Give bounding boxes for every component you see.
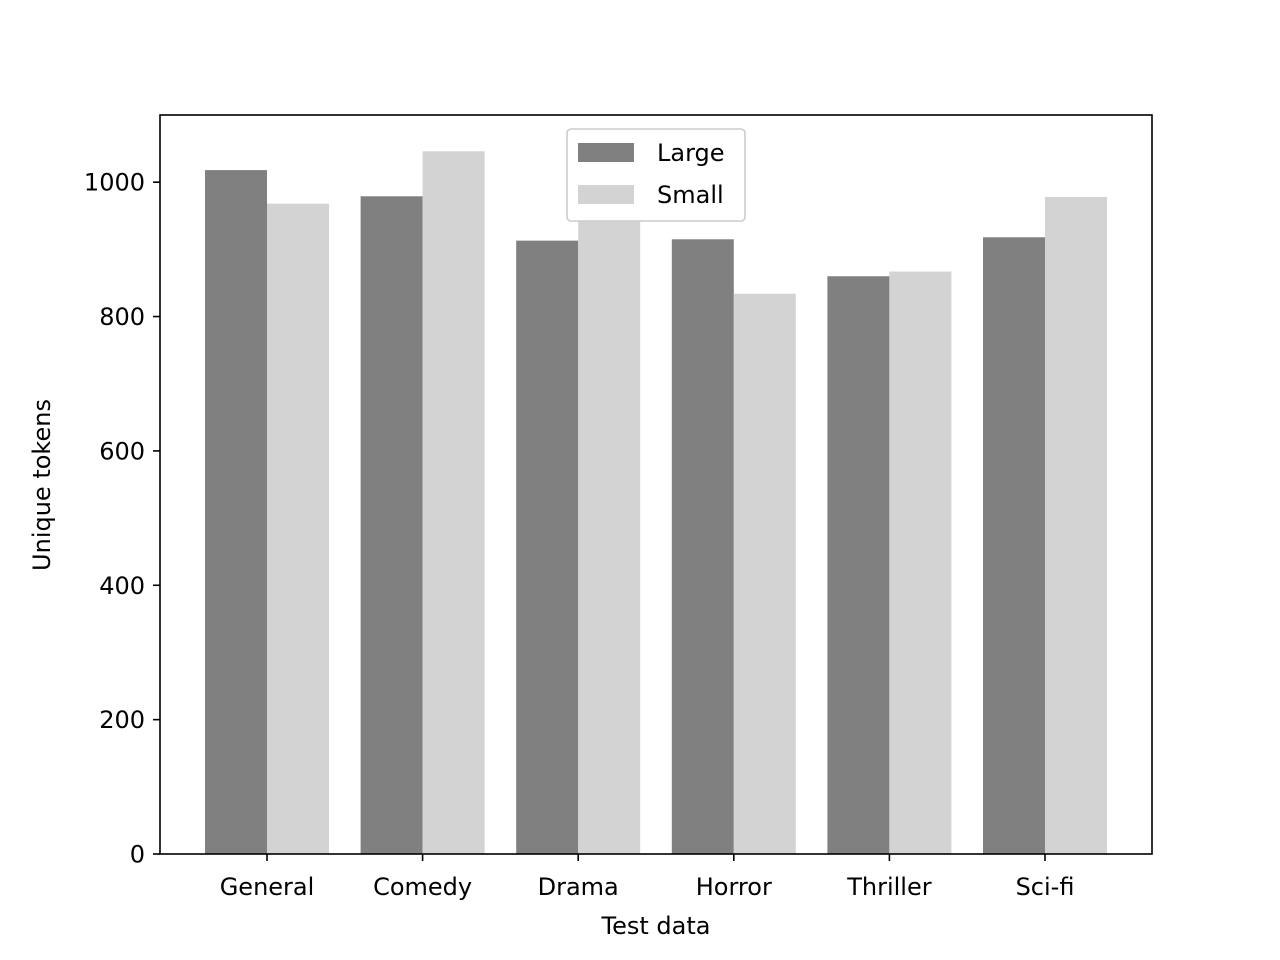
y-tick-label-1000: 1000: [84, 169, 145, 197]
x-tick-label-sci-fi: Sci-fi: [1016, 873, 1075, 901]
bar-large-horror: [671, 239, 734, 854]
bar-small-horror: [733, 293, 796, 855]
x-tick-label-thriller: Thriller: [846, 873, 932, 901]
y-tick-label-400: 400: [99, 572, 145, 600]
y-tick-label-800: 800: [99, 303, 145, 331]
y-tick-label-600: 600: [99, 437, 145, 465]
legend-swatch-large: [578, 143, 634, 162]
x-tick-label-drama: Drama: [538, 873, 619, 901]
x-axis-label: Test data: [601, 912, 711, 940]
bar-large-general: [205, 170, 267, 854]
x-axis-ticks: General Comedy Drama Horror Thriller Sci-fi: [220, 854, 1075, 901]
y-axis-ticks: 0 200 400 600 800 1000: [84, 169, 160, 869]
bar-small-comedy: [422, 151, 485, 854]
bar-large-comedy: [360, 196, 423, 855]
bar-large-drama: [516, 240, 579, 854]
x-tick-label-general: General: [220, 873, 315, 901]
plot-area-frame: [159, 114, 1153, 855]
legend-label-small: Small: [657, 181, 724, 209]
bar-large-thriller: [827, 276, 890, 855]
y-tick-label-200: 200: [99, 706, 145, 734]
x-tick-label-comedy: Comedy: [373, 873, 472, 901]
bars-layer: [205, 151, 1107, 855]
legend-label-large: Large: [657, 139, 725, 167]
bar-small-drama: [578, 219, 641, 854]
bar-small-thriller: [889, 271, 952, 854]
legend: Large Small: [566, 128, 746, 222]
bar-large-sci-fi: [983, 237, 1045, 855]
y-tick-label-0: 0: [130, 841, 145, 869]
x-tick-label-horror: Horror: [696, 873, 772, 901]
y-axis-label: Unique tokens: [28, 399, 56, 571]
bar-small-general: [267, 203, 329, 854]
legend-swatch-small: [578, 185, 634, 204]
bar-small-sci-fi: [1045, 196, 1107, 855]
